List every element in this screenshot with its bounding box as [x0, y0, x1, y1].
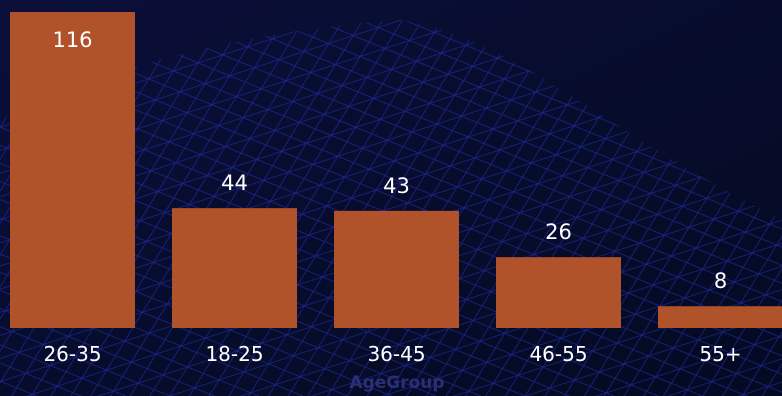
x-tick-label: 18-25 [205, 342, 263, 366]
x-tick-label: 55+ [699, 342, 741, 366]
x-axis-label: AgeGroup [349, 373, 444, 393]
bar [658, 306, 782, 328]
bar [334, 210, 459, 328]
data-label: 43 [383, 174, 410, 198]
data-label: 8 [714, 269, 727, 293]
bar [10, 12, 135, 328]
x-tick-label: 26-35 [43, 342, 101, 366]
data-label: 116 [52, 28, 92, 52]
x-tick-label: 46-55 [529, 342, 587, 366]
bar [172, 208, 297, 328]
data-label: 26 [545, 220, 572, 244]
data-label: 44 [221, 171, 248, 195]
x-tick-label: 36-45 [367, 342, 425, 366]
bar [496, 257, 621, 328]
